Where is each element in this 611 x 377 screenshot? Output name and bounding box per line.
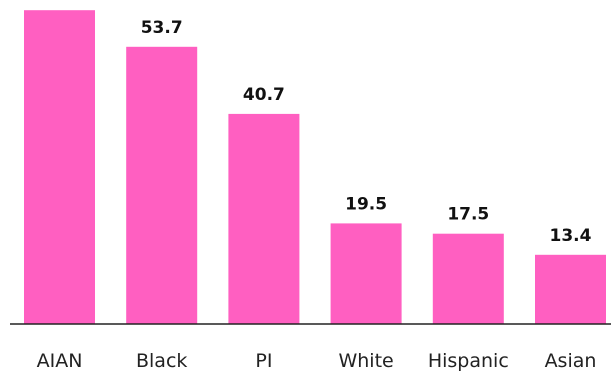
category-label-pi: PI <box>255 350 272 372</box>
bar-white <box>330 223 402 324</box>
value-labels-group: 60.8 53.7 40.7 19.5 17.5 13.4 <box>39 0 592 246</box>
value-label-white: 19.5 <box>345 194 387 214</box>
value-label-aian: 60.8 <box>39 0 81 1</box>
bars-group <box>24 10 606 325</box>
category-label-aian: AIAN <box>37 350 83 372</box>
bar-black <box>126 46 198 325</box>
value-label-hispanic: 17.5 <box>447 205 489 225</box>
value-label-asian: 13.4 <box>550 226 592 246</box>
value-label-pi: 40.7 <box>243 85 285 105</box>
category-label-asian: Asian <box>545 350 597 372</box>
bar-hispanic <box>432 233 504 324</box>
category-label-hispanic: Hispanic <box>428 350 509 372</box>
category-labels-group: AIAN Black PI White Hispanic Asian <box>37 350 597 372</box>
category-label-black: Black <box>136 350 187 372</box>
bar-pi <box>228 113 300 325</box>
bar-aian <box>24 10 95 324</box>
value-label-black: 53.7 <box>141 18 183 38</box>
bar-asian <box>535 254 606 324</box>
category-label-white: White <box>338 350 393 372</box>
